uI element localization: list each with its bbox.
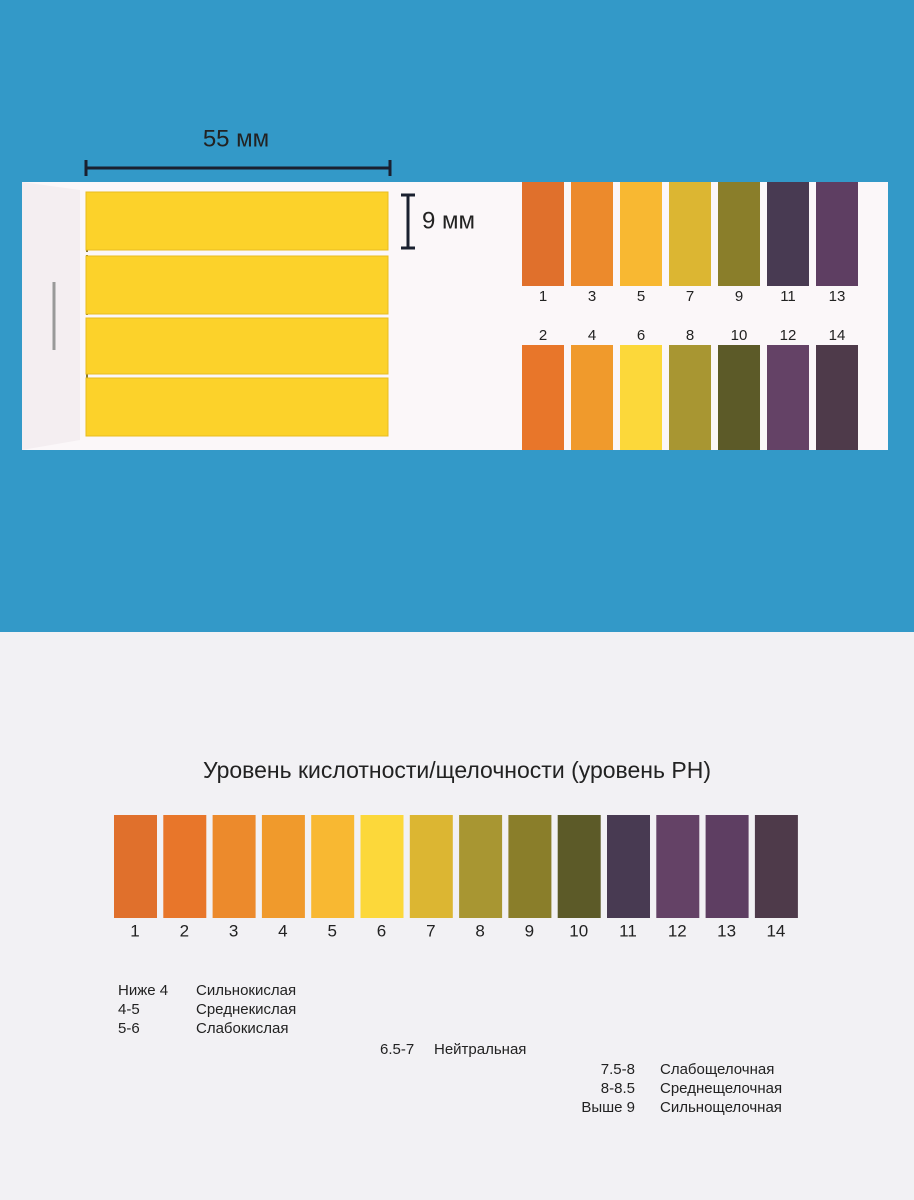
scale-swatch: [705, 815, 749, 918]
legend-range: Ниже 4: [118, 982, 168, 999]
legend-range: Выше 9: [581, 1099, 635, 1116]
scale-label: 1: [130, 921, 139, 940]
scale-swatch: [607, 815, 650, 918]
card-swatch-label: 4: [588, 327, 596, 344]
scale-swatch: [656, 815, 700, 918]
card-swatch: [816, 345, 858, 450]
scale-label: 5: [327, 921, 336, 940]
card-swatch: [669, 345, 711, 450]
card-swatch-label: 7: [686, 288, 694, 305]
card-swatch: [571, 182, 613, 286]
legend-text: Сильнокислая: [196, 982, 296, 999]
card-swatch-label: 11: [780, 288, 796, 305]
card-swatch: [816, 182, 858, 286]
card-swatch-label: 3: [588, 288, 596, 305]
chart-title: Уровень кислотности/щелочности (уровень …: [203, 757, 711, 783]
card-swatch: [620, 182, 662, 286]
scale-label: 2: [180, 921, 189, 940]
card-swatch-label: 1: [539, 288, 547, 305]
test-strip: [85, 191, 389, 251]
card-swatch-label: 2: [539, 327, 547, 344]
scale-swatch: [459, 815, 503, 918]
scale-label: 14: [766, 921, 785, 940]
scale-label: 3: [229, 921, 238, 940]
legend-text: Слабощелочная: [660, 1061, 774, 1078]
card-swatch-label: 5: [637, 288, 645, 305]
card-swatch-label: 12: [780, 327, 797, 344]
card-swatch: [767, 345, 809, 450]
card-swatch-label: 14: [829, 327, 846, 344]
legend-text: Слабокислая: [196, 1020, 289, 1037]
card-swatch: [767, 182, 809, 286]
card-swatch: [522, 182, 564, 286]
width-label: 9 мм: [422, 207, 475, 234]
test-strip: [85, 377, 389, 437]
scale-label: 13: [717, 921, 736, 940]
card-swatch: [620, 345, 662, 450]
scale-swatch: [360, 815, 404, 918]
scale-swatch: [409, 815, 453, 918]
test-strip: [85, 255, 389, 315]
legend-range: 7.5-8: [601, 1061, 635, 1078]
card-swatch-label: 10: [731, 327, 748, 344]
card-swatch-label: 8: [686, 327, 694, 344]
legend-text: Сильнощелочная: [660, 1099, 782, 1116]
scale-label: 11: [619, 921, 637, 940]
card-swatch: [522, 345, 564, 450]
scale-swatch: [261, 815, 305, 918]
scale-swatch: [311, 815, 355, 918]
card-flap: [22, 182, 80, 450]
length-label: 55 мм: [203, 125, 269, 152]
scale-label: 12: [668, 921, 687, 940]
card-swatch: [571, 345, 613, 450]
legend-text: Среднещелочная: [660, 1080, 782, 1097]
scale-label: 7: [426, 921, 435, 940]
scale-label: 10: [569, 921, 588, 940]
scale-swatch: [163, 815, 207, 918]
card-swatch-label: 13: [829, 288, 846, 305]
card-swatch: [718, 345, 760, 450]
legend-range: 4-5: [118, 1001, 140, 1018]
scale-label: 9: [525, 921, 534, 940]
legend-range: 5-6: [118, 1020, 140, 1037]
legend-text: Нейтральная: [434, 1041, 526, 1058]
scale-swatch: [754, 815, 798, 918]
legend-range: 8-8.5: [601, 1080, 635, 1097]
card-swatch: [718, 182, 760, 286]
card-swatch-label: 6: [637, 327, 645, 344]
legend-text: Среднекислая: [196, 1001, 296, 1018]
test-strip: [85, 317, 389, 375]
scale-label: 8: [475, 921, 484, 940]
scale-label: 6: [377, 921, 386, 940]
card-swatch-label: 9: [735, 288, 743, 305]
scale-swatch: [114, 815, 157, 918]
card-swatch: [669, 182, 711, 286]
scale-swatch: [508, 815, 552, 918]
scale-swatch: [557, 815, 601, 918]
legend-range: 6.5-7: [380, 1041, 414, 1058]
scale-label: 4: [278, 921, 287, 940]
scale-swatch: [212, 815, 256, 918]
